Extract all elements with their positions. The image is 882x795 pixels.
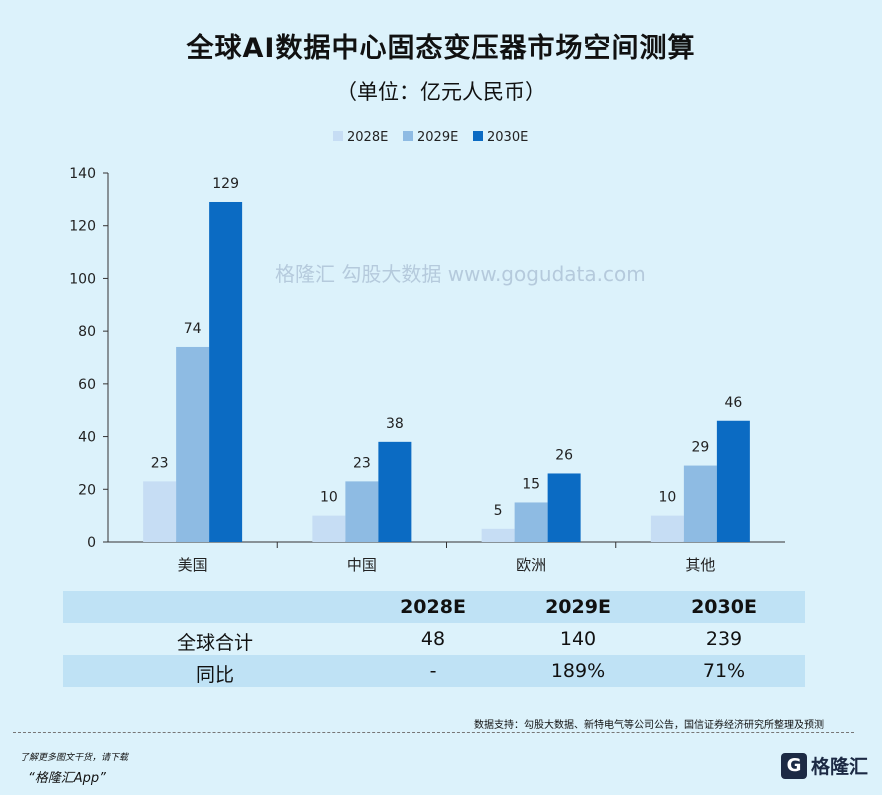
bar-2030E	[547, 473, 581, 542]
data-label: 129	[212, 176, 239, 192]
y-tick-label: 140	[69, 166, 96, 182]
bar-2028E	[312, 515, 346, 542]
table-cell: 239	[705, 628, 743, 650]
data-label: 5	[494, 503, 503, 519]
bar-2028E	[143, 481, 177, 542]
table-cell: -	[429, 660, 437, 682]
table-cell: 140	[559, 628, 597, 650]
bar-chart: 0 20 40 60 80 100 120 140 美国 23 74 129 中国 10 23 38 欧洲 5 15…	[69, 130, 785, 574]
table-row: 同比 - 189% 71%	[63, 655, 805, 687]
data-label: 29	[691, 440, 709, 456]
chart-subtitle: （单位：亿元人民币）	[336, 80, 546, 104]
x-tick-label: 欧洲	[516, 556, 546, 574]
promo-text: 了解更多图文干货，请下载	[20, 753, 129, 763]
source-note: 数据支持：勾股大数据、新特电气等公司公告，国信证券经济研究所整理及预测	[474, 720, 824, 731]
data-label: 74	[184, 321, 202, 337]
y-tick-label: 60	[78, 377, 96, 393]
logo-text: 格隆汇	[810, 756, 868, 778]
table-cell: 同比	[195, 664, 234, 686]
bar-2029E	[345, 481, 379, 542]
header-cell: 2030E	[691, 596, 757, 618]
x-tick-label: 美国	[178, 556, 208, 574]
legend-label: 2030E	[487, 130, 528, 145]
legend-swatch-2028E	[333, 131, 343, 141]
y-tick-label: 20	[78, 482, 96, 498]
legend-label: 2028E	[347, 130, 388, 145]
table-cell: 71%	[702, 660, 746, 682]
x-tick-label: 其他	[685, 556, 715, 574]
data-label: 38	[386, 416, 404, 432]
data-label: 10	[658, 490, 676, 506]
promo-app: “格隆汇App”	[28, 771, 106, 786]
y-tick-label: 0	[87, 535, 96, 551]
data-label: 15	[522, 476, 540, 492]
chart-title: 全球AI数据中心固态变压器市场空间测算	[186, 33, 696, 64]
summary-table: 2028E 2029E 2030E 全球合计 48 140 239 同比 - 1…	[63, 591, 805, 687]
logo-mark-icon: G	[780, 752, 807, 779]
y-tick-label: 40	[78, 430, 96, 446]
bar-2030E	[378, 441, 412, 542]
legend-label: 2029E	[417, 130, 458, 145]
logo: G 格隆汇	[780, 752, 868, 779]
table-cell: 189%	[550, 660, 606, 682]
bar-2029E	[514, 502, 548, 542]
data-label: 10	[320, 490, 338, 506]
bar-2030E	[716, 420, 750, 542]
legend-swatch-2030E	[473, 131, 483, 141]
bar-2028E	[481, 528, 515, 542]
y-tick-label: 100	[69, 271, 96, 287]
table-row: 全球合计 48 140 239	[63, 623, 805, 655]
data-label: 23	[151, 455, 169, 471]
data-label: 23	[353, 455, 371, 471]
table-cell: 全球合计	[176, 632, 253, 654]
y-tick-label: 80	[78, 324, 96, 340]
divider	[13, 732, 854, 733]
bar-2028E	[650, 515, 684, 542]
y-tick-label: 120	[69, 219, 96, 235]
bar-2030E	[209, 201, 243, 542]
x-tick-label: 中国	[347, 556, 377, 574]
header-cell: 2029E	[545, 596, 611, 618]
header-cell: 2028E	[400, 596, 466, 618]
bar-2029E	[683, 465, 717, 542]
legend-swatch-2029E	[403, 131, 413, 141]
data-label: 46	[724, 395, 742, 411]
data-label: 26	[555, 447, 573, 463]
table-header-row: 2028E 2029E 2030E	[63, 591, 805, 623]
table-cell: 48	[420, 628, 446, 650]
bar-2029E	[176, 346, 210, 542]
